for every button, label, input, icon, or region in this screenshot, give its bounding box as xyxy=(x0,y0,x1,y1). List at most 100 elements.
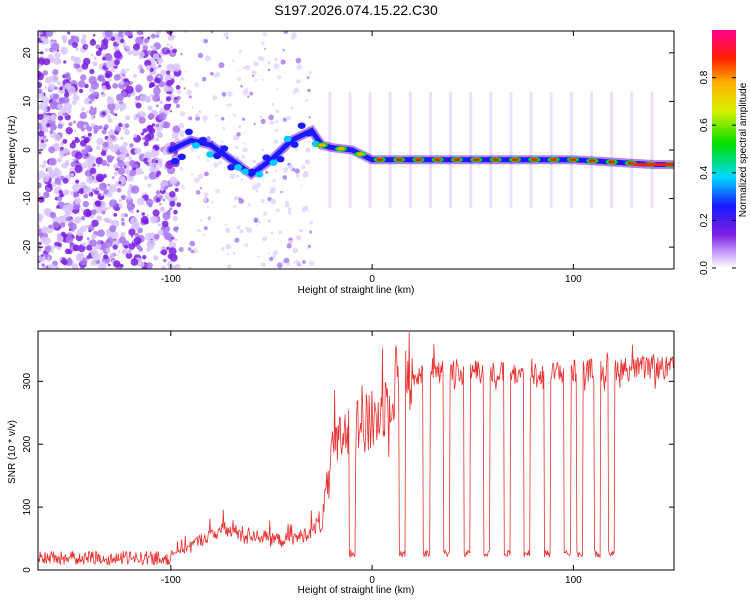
spectrogram-cell xyxy=(62,204,70,212)
spectrogram-cell xyxy=(234,237,240,243)
spectrogram-cell xyxy=(102,65,107,70)
spectrogram-cell xyxy=(118,153,126,161)
spectrogram-cell xyxy=(97,239,102,245)
spectrogram-blob xyxy=(206,151,215,158)
spectrogram-cell xyxy=(267,68,271,72)
spectrogram-cell xyxy=(48,146,56,154)
spectrogram-cell xyxy=(241,155,245,159)
spectrogram-peak xyxy=(550,158,558,162)
spectrogram-blob xyxy=(283,135,292,143)
spectrogram-cell xyxy=(47,54,55,61)
spectrogram-cell xyxy=(72,158,75,161)
spectrogram-cell xyxy=(70,191,75,196)
spectrogram-cell xyxy=(152,209,160,217)
spectrogram-cell xyxy=(138,116,146,124)
spectrogram-cell xyxy=(169,191,176,198)
spectrogram-cell xyxy=(199,173,203,178)
spectrogram-cell xyxy=(116,93,124,102)
spectrogram-blob xyxy=(276,156,285,163)
colorbar-label: Normalized spectral amplitude xyxy=(738,82,749,217)
spectrogram-cell xyxy=(95,44,101,50)
spectrogram-cell xyxy=(122,44,125,48)
spectrogram-cell xyxy=(56,235,64,243)
spectrogram-cell xyxy=(41,164,46,169)
spectrogram-cell xyxy=(247,95,250,98)
spectrogram-cell xyxy=(158,112,167,121)
spectrogram-cell xyxy=(147,158,153,163)
spectrogram-cell xyxy=(67,31,71,35)
spectrogram-streak xyxy=(549,91,553,209)
spectrogram-cell xyxy=(59,86,63,91)
spectrogram-cell xyxy=(86,126,93,132)
spectrogram-cell xyxy=(45,31,54,37)
spectrogram-cell xyxy=(109,252,115,258)
spectrogram-cell xyxy=(70,35,75,39)
spectrogram-cell xyxy=(127,190,132,195)
spectrogram-cell xyxy=(121,218,125,222)
spectrogram-streak xyxy=(429,91,432,209)
spectrogram-cell xyxy=(41,107,45,110)
spectrogram-cell xyxy=(159,202,162,206)
spectrogram-cell xyxy=(88,173,93,178)
spectrogram-cell xyxy=(38,81,42,89)
spectrogram-cell xyxy=(269,188,275,195)
spectrogram-cell xyxy=(62,217,67,222)
spectrogram-cell xyxy=(169,176,178,185)
spectrogram-cell xyxy=(120,184,123,188)
colorbar-tick-label: 0.0 xyxy=(699,261,710,275)
spectrogram-blob xyxy=(241,168,250,175)
spectrogram-cell xyxy=(53,57,61,65)
spectrogram-cell xyxy=(107,117,113,123)
spectrogram-cell xyxy=(203,39,209,44)
spectrogram-cell xyxy=(92,253,101,261)
spectrogram-cell xyxy=(91,219,99,227)
spectrogram-cell xyxy=(155,190,161,195)
spectrogram-cell xyxy=(309,230,313,234)
y-tick-label: -10 xyxy=(22,191,33,206)
spectrogram-cell xyxy=(287,210,292,215)
spectrogram-cell xyxy=(40,36,46,42)
spectrogram-cell xyxy=(306,76,310,80)
spectrogram-cell xyxy=(263,211,268,216)
spectrogram-cell xyxy=(303,205,309,211)
spectrogram-cell xyxy=(102,141,109,148)
spectrogram-cell xyxy=(98,47,103,52)
spectrogram-cell xyxy=(131,48,140,57)
spectrogram-cell xyxy=(144,59,152,67)
spectrogram-cell xyxy=(62,259,68,266)
spectrogram-cell xyxy=(79,112,87,120)
spectrogram-cell xyxy=(171,132,179,139)
spectrogram-y-ticks: -20 -10 0 10 20 xyxy=(22,47,674,254)
spectrogram-cell xyxy=(112,244,118,250)
spectrogram-cell xyxy=(271,103,275,106)
spectrogram-cell xyxy=(119,145,128,154)
spectrogram-cell xyxy=(214,114,218,117)
spectrogram-cell xyxy=(288,164,294,170)
spectrogram-cell xyxy=(95,157,104,165)
spectrogram-cell xyxy=(173,98,179,104)
spectrogram-cell xyxy=(291,32,297,38)
spectrogram-cell xyxy=(88,229,92,233)
spectrogram-cell xyxy=(62,138,68,144)
spectrogram-cell xyxy=(81,149,88,156)
spectrogram-blob xyxy=(269,159,278,166)
spectrogram-cell xyxy=(150,33,156,39)
spectrogram-cell xyxy=(178,130,184,136)
spectrogram-cell xyxy=(106,96,115,105)
spectrogram-cell xyxy=(207,206,210,209)
spectrogram-cell xyxy=(232,251,236,255)
spectrogram-cell xyxy=(97,74,105,82)
spectrogram-cell xyxy=(242,147,248,153)
spectrogram-cell xyxy=(107,206,111,210)
spectrogram-cell xyxy=(107,263,111,267)
spectrogram-cell xyxy=(78,88,84,94)
spectrogram-cell xyxy=(81,107,85,112)
spectrogram-cell xyxy=(39,164,42,168)
spectrogram-cell xyxy=(57,216,63,222)
y-tick-label: 0 xyxy=(22,147,33,153)
spectrogram-cell xyxy=(155,66,159,70)
spectrogram-cell xyxy=(194,82,200,88)
spectrogram-cell xyxy=(49,75,53,79)
spectrogram-cell xyxy=(68,122,73,127)
spectrogram-cell xyxy=(117,160,125,168)
